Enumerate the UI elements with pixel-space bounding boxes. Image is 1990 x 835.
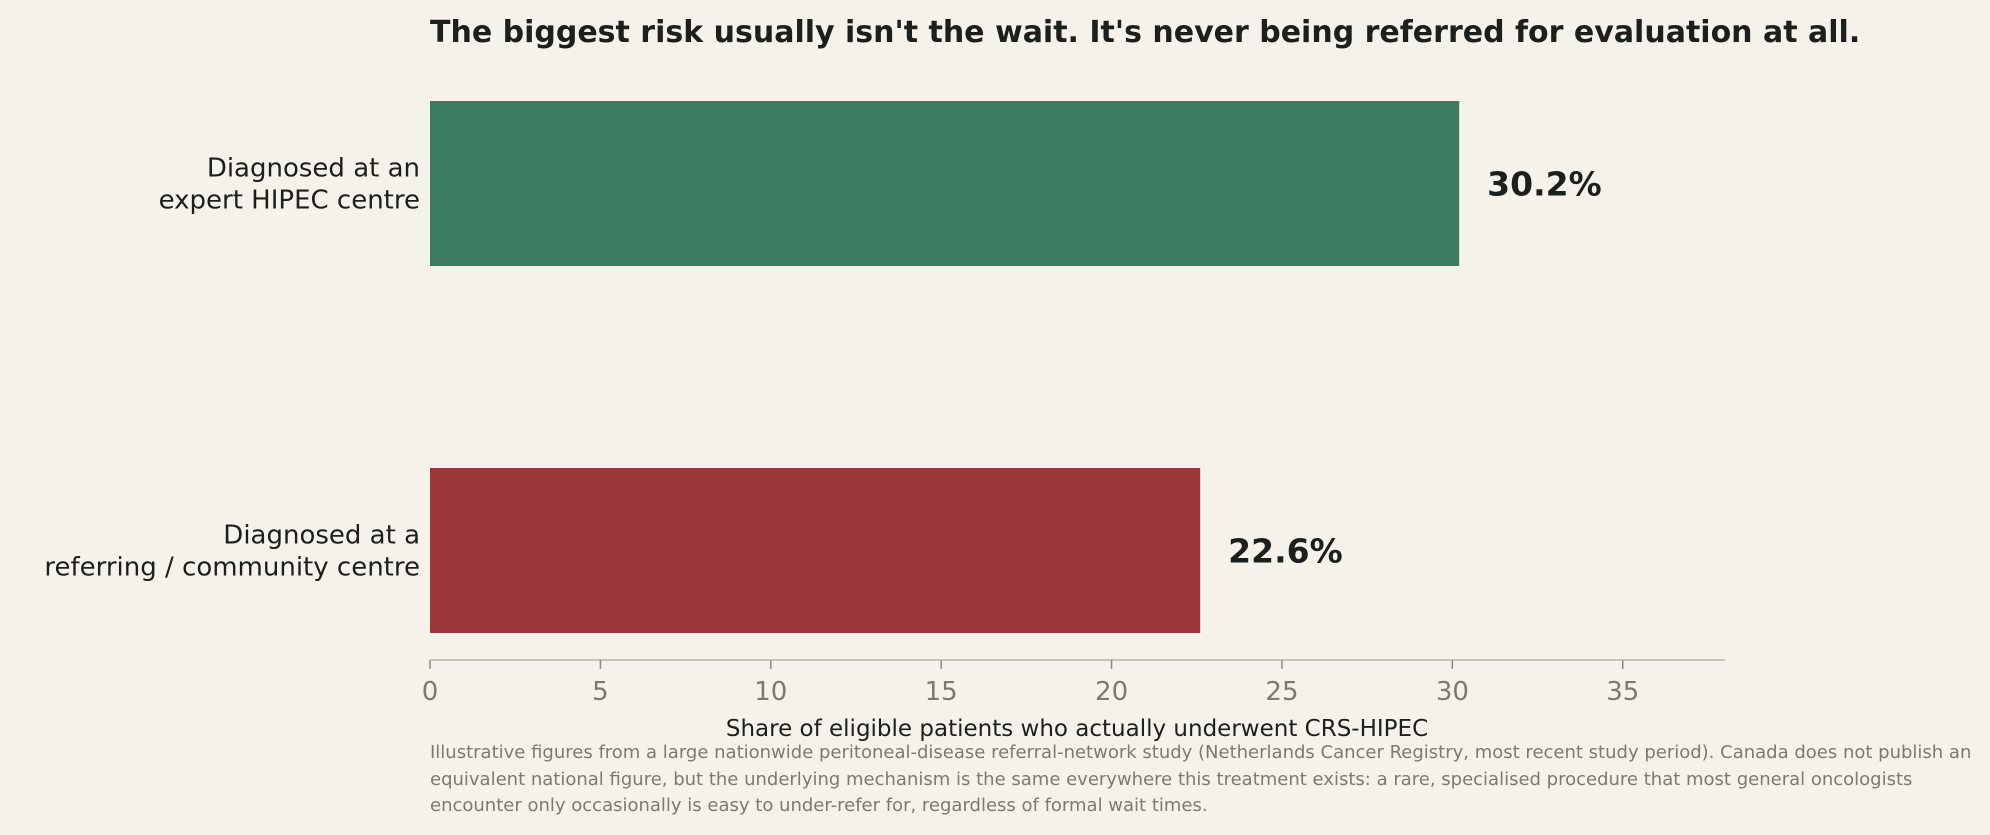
x-tick-label-5: 25: [1265, 677, 1298, 707]
category-label-line: referring / community centre: [44, 553, 420, 583]
value-label-0: 30.2%: [1487, 165, 1602, 204]
bars-group: [430, 101, 1460, 633]
category-label-line: Diagnosed at a: [223, 521, 420, 551]
bar-0: [430, 101, 1460, 266]
x-tick-label-2: 10: [754, 677, 787, 707]
x-tick-label-0: 0: [422, 677, 439, 707]
x-axis-ticks-group: 0 5 10 15 20 25 30 35: [422, 660, 1639, 707]
x-tick-label-7: 35: [1606, 677, 1639, 707]
bar-1: [430, 468, 1201, 633]
chart-title: The biggest risk usually isn't the wait.…: [430, 15, 1860, 50]
value-label-1: 22.6%: [1228, 532, 1343, 571]
category-label-line: Diagnosed at an: [207, 154, 420, 184]
category-labels-group: Diagnosed at an expert HIPEC centreDiagno…: [44, 154, 420, 583]
footnote: Illustrative figures from a large nation…: [430, 742, 1972, 816]
x-tick-label-3: 15: [925, 677, 958, 707]
category-label-line: expert HIPEC centre: [159, 186, 420, 216]
x-axis-title: Share of eligible patients who actually …: [726, 716, 1428, 742]
value-labels-group: 30.2% 22.6%: [1228, 165, 1602, 571]
x-tick-label-1: 5: [592, 677, 609, 707]
x-tick-label-6: 30: [1436, 677, 1469, 707]
category-label-1: Diagnosed at a referring / community cent…: [44, 521, 420, 583]
x-tick-label-4: 20: [1095, 677, 1128, 707]
category-label-0: Diagnosed at an expert HIPEC centre: [159, 154, 420, 216]
